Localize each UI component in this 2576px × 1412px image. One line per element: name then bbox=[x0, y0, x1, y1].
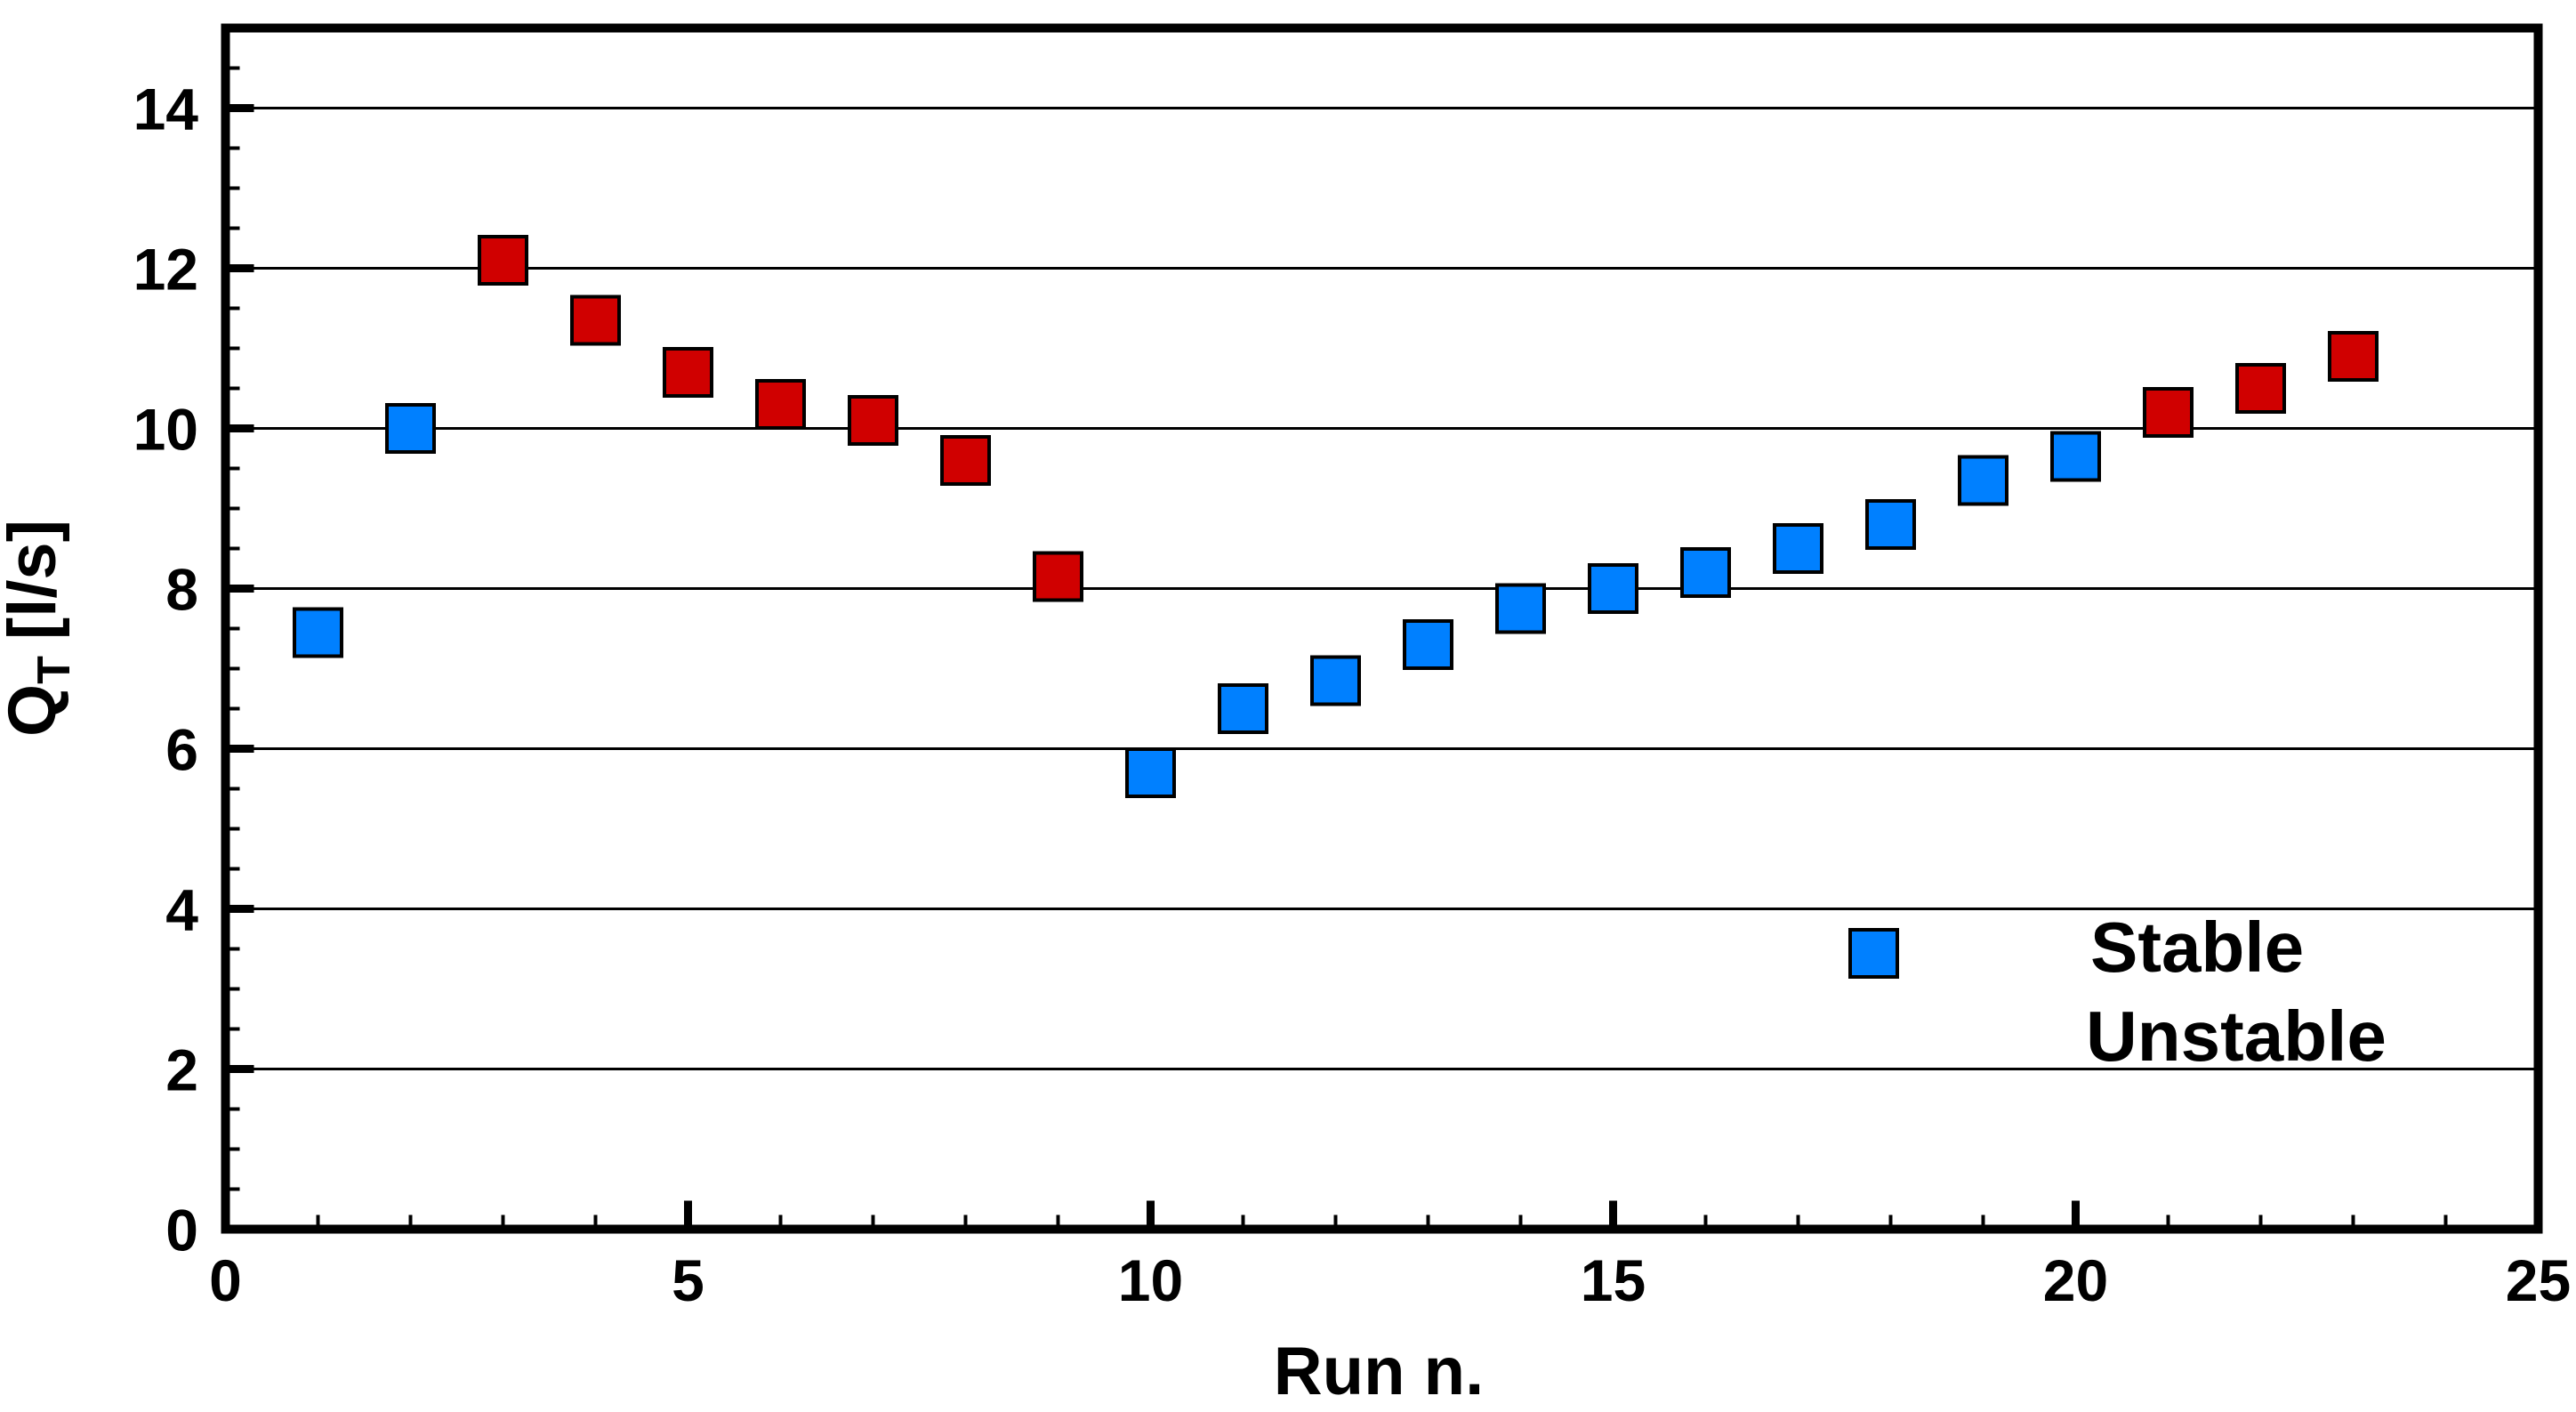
data-point-stable bbox=[2050, 431, 2101, 482]
data-point-stable bbox=[1865, 499, 1916, 550]
plot-frame bbox=[221, 23, 2543, 1234]
x-tick-label: 25 bbox=[2506, 1247, 2571, 1313]
legend: Stable Unstable bbox=[1848, 908, 2387, 1076]
y-tick-label: 14 bbox=[133, 77, 199, 142]
data-point-unstable bbox=[478, 235, 528, 286]
data-point-unstable bbox=[1033, 551, 1083, 602]
tick-labels: 0 2 4 6 8 10 12 14 0 5 10 15 20 25 bbox=[133, 77, 2572, 1314]
data-point-unstable bbox=[755, 379, 806, 430]
data-point-unstable bbox=[570, 295, 621, 346]
data-point-stable bbox=[1495, 583, 1546, 634]
data-point-stable bbox=[293, 607, 343, 658]
data-point-unstable bbox=[848, 395, 898, 446]
legend-label-stable: Stable bbox=[2090, 908, 2304, 987]
gridlines bbox=[225, 107, 2539, 1070]
x-tick-label: 5 bbox=[672, 1247, 704, 1313]
legend-label-unstable: Unstable bbox=[2086, 996, 2387, 1076]
y-axis-title: QT [l/s] bbox=[0, 520, 80, 737]
y-tick-label: 8 bbox=[165, 557, 198, 623]
data-point-stable bbox=[1310, 655, 1361, 706]
y-tick-label: 0 bbox=[165, 1198, 198, 1263]
y-tick-label: 2 bbox=[165, 1037, 198, 1103]
data-point-unstable bbox=[2328, 331, 2379, 382]
data-point-stable bbox=[1403, 619, 1453, 670]
x-tick-label: 20 bbox=[2043, 1247, 2108, 1313]
data-point-unstable bbox=[663, 347, 713, 398]
data-point-unstable bbox=[2235, 363, 2286, 414]
y-tick-label: 4 bbox=[165, 877, 198, 943]
y-tick-label: 6 bbox=[165, 717, 198, 783]
data-point-stable bbox=[1125, 747, 1176, 798]
data-point-stable bbox=[1588, 563, 1638, 614]
y-axis-title-base: Q bbox=[0, 684, 70, 737]
y-axis-title-subscript: T bbox=[28, 656, 80, 684]
data-point-unstable bbox=[940, 435, 991, 486]
data-point-stable bbox=[385, 403, 436, 454]
data-point-stable bbox=[1958, 455, 2008, 506]
y-tick-label: 10 bbox=[133, 397, 198, 463]
x-tick-label: 10 bbox=[1118, 1247, 1183, 1313]
y-axis-title-units: [l/s] bbox=[0, 520, 70, 640]
x-tick-label: 0 bbox=[209, 1247, 242, 1313]
x-tick-label: 15 bbox=[1581, 1247, 1646, 1313]
data-point-stable bbox=[1680, 547, 1731, 598]
x-axis-title: Run n. bbox=[1274, 1334, 1484, 1409]
y-tick-label: 12 bbox=[133, 237, 198, 303]
data-points bbox=[293, 235, 2379, 798]
legend-marker-stable bbox=[1848, 928, 1899, 979]
data-point-stable bbox=[1218, 683, 1268, 734]
data-point-stable bbox=[1773, 523, 1823, 574]
data-point-unstable bbox=[2143, 387, 2194, 438]
